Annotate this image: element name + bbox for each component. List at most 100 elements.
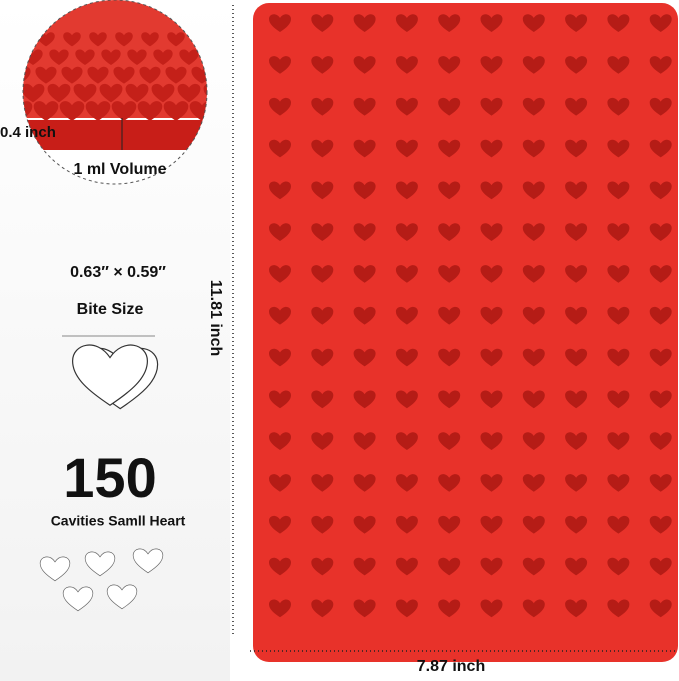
heart-cavity	[311, 557, 334, 576]
heart-cavity	[311, 14, 334, 32]
inset-heart	[49, 49, 69, 66]
inset-outline	[22, 0, 208, 185]
heart-cavity	[649, 599, 672, 618]
heart-cavity	[395, 265, 418, 283]
heart-cavity	[480, 348, 503, 367]
inset-heart	[141, 32, 159, 47]
heart-cavity	[269, 474, 291, 492]
heart-cavity	[353, 432, 376, 450]
heart-cavity	[480, 390, 503, 409]
heart-cavity	[395, 474, 418, 492]
heart-cavity	[269, 557, 291, 576]
heart-cavity	[565, 97, 588, 116]
heart-cavity	[607, 557, 630, 576]
heart-cavity	[565, 515, 588, 534]
inset-heart	[63, 32, 81, 47]
heart-cavity	[565, 432, 588, 450]
heart-cavity	[649, 97, 672, 116]
inset-heart	[177, 83, 201, 103]
heart-cavity	[311, 474, 334, 492]
heart-cavity	[607, 348, 630, 367]
heart-cavity	[395, 97, 418, 116]
heart-cavity	[565, 181, 588, 200]
heart-cavity	[438, 432, 461, 450]
heart-cavity	[607, 265, 630, 283]
heart-cavity	[353, 474, 376, 492]
heart-cavity	[565, 348, 588, 367]
heart-cavities	[269, 14, 672, 618]
heart-cavity	[311, 515, 334, 534]
heart-cavity	[353, 599, 376, 618]
heart-cavity	[269, 515, 291, 534]
inset-heart	[151, 83, 175, 103]
inset-heart	[111, 101, 137, 121]
inset-heart	[179, 49, 199, 66]
heart-cavity	[607, 474, 630, 492]
heart-cavity	[438, 557, 461, 576]
heart-cavity	[353, 181, 376, 200]
heart-cavity	[522, 599, 545, 618]
heart-cavity	[565, 14, 588, 32]
heart-cavity	[438, 348, 461, 367]
heart-cavity	[649, 474, 672, 492]
heart-cavity	[438, 306, 461, 325]
heart-cavity	[649, 432, 672, 450]
inset-heart	[139, 66, 161, 84]
inset-heart	[189, 101, 207, 121]
size-dimensions: 0.63″ × 0.59″	[70, 264, 166, 281]
inset-heart	[137, 101, 163, 121]
heart-cavity	[565, 306, 588, 325]
heart-cavity	[311, 390, 334, 409]
heart-cavity	[269, 97, 291, 116]
heart-cavity	[565, 56, 588, 74]
heart-cavity	[311, 432, 334, 450]
heart-cavity	[607, 223, 630, 241]
heart-cavity	[480, 56, 503, 74]
heart-cavity	[353, 265, 376, 283]
heart-cavity	[565, 265, 588, 283]
small-heart	[106, 584, 138, 610]
heart-cavity	[353, 557, 376, 576]
heart-cavity	[480, 97, 503, 116]
heart-cavity	[311, 181, 334, 200]
heart-cavity	[353, 390, 376, 409]
heart-cavity	[269, 56, 291, 74]
heart-cavity	[395, 515, 418, 534]
heart-cavity	[649, 181, 672, 200]
heart-cavity	[480, 432, 503, 450]
heart-cavity	[607, 56, 630, 74]
tray	[253, 3, 678, 662]
inset-heart	[89, 32, 107, 47]
heart-cavity	[269, 265, 291, 283]
heart-cavity	[480, 306, 503, 325]
heart-cavity	[395, 56, 418, 74]
heart-cavity	[480, 599, 503, 618]
heart-cavity	[395, 599, 418, 618]
inset-heart	[163, 101, 189, 121]
heart-cavity	[269, 181, 291, 200]
inset-heart	[85, 101, 111, 121]
heart-cavity	[607, 181, 630, 200]
heart-cavity	[480, 139, 503, 158]
inset-heart	[61, 66, 83, 84]
heart-cavity	[395, 557, 418, 576]
heart-cavity	[395, 306, 418, 325]
heart-cavity	[480, 223, 503, 241]
heart-cavity	[522, 432, 545, 450]
inset-heart	[73, 83, 97, 103]
heart-cavity	[565, 139, 588, 158]
small-heart	[62, 586, 94, 612]
heart-cavity	[607, 390, 630, 409]
heart-cavity	[311, 56, 334, 74]
heart-cavity	[311, 599, 334, 618]
heart-cavity	[353, 97, 376, 116]
heart-cavity	[438, 515, 461, 534]
heart-cavity	[649, 348, 672, 367]
small-heart	[39, 556, 71, 582]
heart-cavity	[269, 306, 291, 325]
heart-cavity	[480, 474, 503, 492]
tray-width-label: 7.87 inch	[417, 658, 485, 675]
heart-cavity	[607, 599, 630, 618]
height-label: 0.4 inch	[0, 124, 56, 141]
